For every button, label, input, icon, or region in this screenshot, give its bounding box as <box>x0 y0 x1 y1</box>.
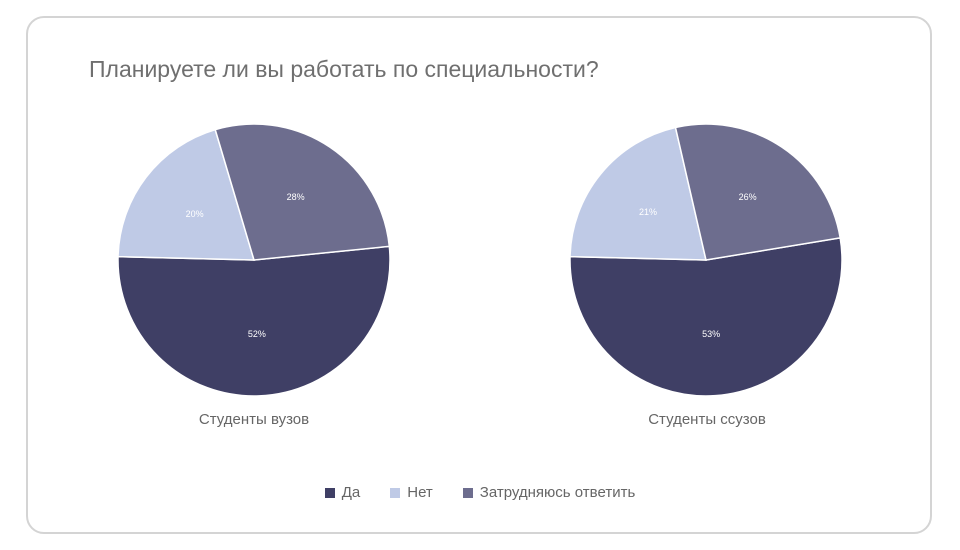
slice-label-da: 53% <box>702 329 720 339</box>
chart-title: Планируете ли вы работать по специальнос… <box>89 56 599 82</box>
legend-swatch-unsure <box>462 487 473 498</box>
pie-slice-da <box>569 237 843 397</box>
slice-label-unsure: 26% <box>739 192 757 202</box>
pie-chart-ssuz: 53% 21% 26% <box>569 123 843 397</box>
legend-item-da: Да <box>324 484 361 501</box>
pie-caption-ssuz: Студенты ссузов <box>648 411 766 428</box>
pie-slice-unsure <box>214 123 391 261</box>
legend: Да Нет Затрудняюсь ответить <box>0 484 960 501</box>
slice-label-unsure: 28% <box>287 192 305 202</box>
legend-label-net: Нет <box>407 484 433 501</box>
pie-slice-net <box>569 126 707 261</box>
pie-slice-da <box>117 245 391 397</box>
slice-label-da: 52% <box>248 329 266 339</box>
legend-label-unsure: Затрудняюсь ответить <box>479 484 636 501</box>
legend-item-unsure: Затрудняюсь ответить <box>462 484 636 501</box>
pie-slice-unsure <box>674 123 842 261</box>
legend-swatch-net <box>390 487 401 498</box>
legend-swatch-da <box>324 487 335 498</box>
slice-label-net: 21% <box>639 207 657 217</box>
slice-label-net: 20% <box>186 209 204 219</box>
pie-caption-vuz: Студенты вузов <box>198 411 310 428</box>
legend-label-da: Да <box>341 484 361 501</box>
pie-chart-vuz: 52% 20% 28% <box>117 123 391 397</box>
legend-item-net: Нет <box>390 484 433 501</box>
pie-slice-net <box>117 128 256 261</box>
